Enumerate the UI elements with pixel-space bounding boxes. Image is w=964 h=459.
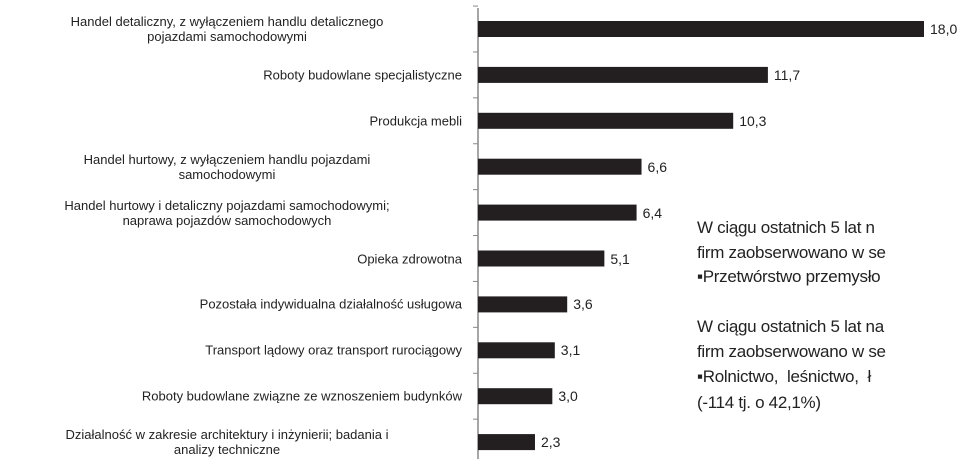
value-label: 3,0 bbox=[558, 388, 578, 405]
annotation: W ciągu ostatnich 5 lat n bbox=[697, 218, 875, 237]
category-label: Opieka zdrowotna bbox=[357, 251, 462, 266]
bar bbox=[478, 158, 642, 175]
bar bbox=[478, 296, 568, 313]
category-label: Handel hurtowy, z wyłączeniem handlu poj… bbox=[83, 151, 371, 182]
annotation: (-114 tj. o 42,1%) bbox=[697, 393, 821, 412]
value-label: 6,6 bbox=[647, 158, 667, 175]
category-label: Roboty budowlane specjalistyczne bbox=[263, 67, 462, 83]
value-label: 2,3 bbox=[540, 434, 561, 451]
category-label: Handel hurtowy i detaliczny pojazdami sa… bbox=[64, 197, 390, 228]
bar bbox=[478, 66, 768, 83]
value-label: 6,4 bbox=[642, 204, 663, 221]
category-label: Pozostała indywidualna działalność usług… bbox=[199, 296, 462, 312]
bar bbox=[478, 112, 734, 129]
bar bbox=[478, 250, 605, 267]
category-label: Transport lądowy oraz transport rurociąg… bbox=[205, 342, 462, 358]
annotation: firm zaobserwowano w se bbox=[697, 342, 886, 361]
bar bbox=[478, 434, 535, 451]
value-label: 3,1 bbox=[560, 342, 581, 359]
bar bbox=[478, 388, 553, 405]
category-label: Działalność w zakresie architektury i in… bbox=[65, 427, 389, 458]
annotation: firm zaobserwowano w se bbox=[697, 243, 886, 262]
annotation: ▪Przetwórstwo przemysło bbox=[697, 267, 881, 286]
category-label: Roboty budowlane związne ze wznoszeniem … bbox=[141, 388, 462, 404]
bar bbox=[478, 204, 637, 221]
annotation: W ciągu ostatnich 5 lat na bbox=[697, 317, 884, 336]
bar bbox=[478, 21, 924, 37]
value-label: 18,0 bbox=[930, 21, 958, 37]
annotation: ▪Rolnictwo, leśnictwo, ł bbox=[697, 367, 871, 386]
value-label: 3,6 bbox=[573, 296, 593, 313]
bar bbox=[478, 342, 555, 359]
value-label: 11,7 bbox=[773, 66, 801, 83]
category-label: Handel detaliczny, z wyłączeniem handlu … bbox=[70, 14, 384, 44]
value-label: 10,3 bbox=[739, 112, 767, 129]
value-label: 5,1 bbox=[610, 250, 630, 267]
category-label: Produkcja mebli bbox=[369, 113, 463, 129]
